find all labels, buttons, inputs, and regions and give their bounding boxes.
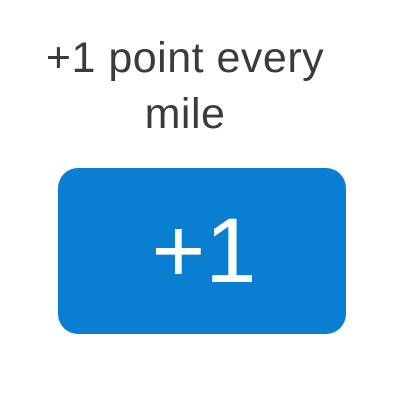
points-value: +1 — [151, 200, 257, 302]
headline-line-2: mile — [144, 90, 226, 138]
headline: +1 point every mile — [0, 30, 370, 142]
points-badge: +1 — [58, 168, 346, 334]
headline-line-1: +1 point every — [45, 34, 325, 82]
